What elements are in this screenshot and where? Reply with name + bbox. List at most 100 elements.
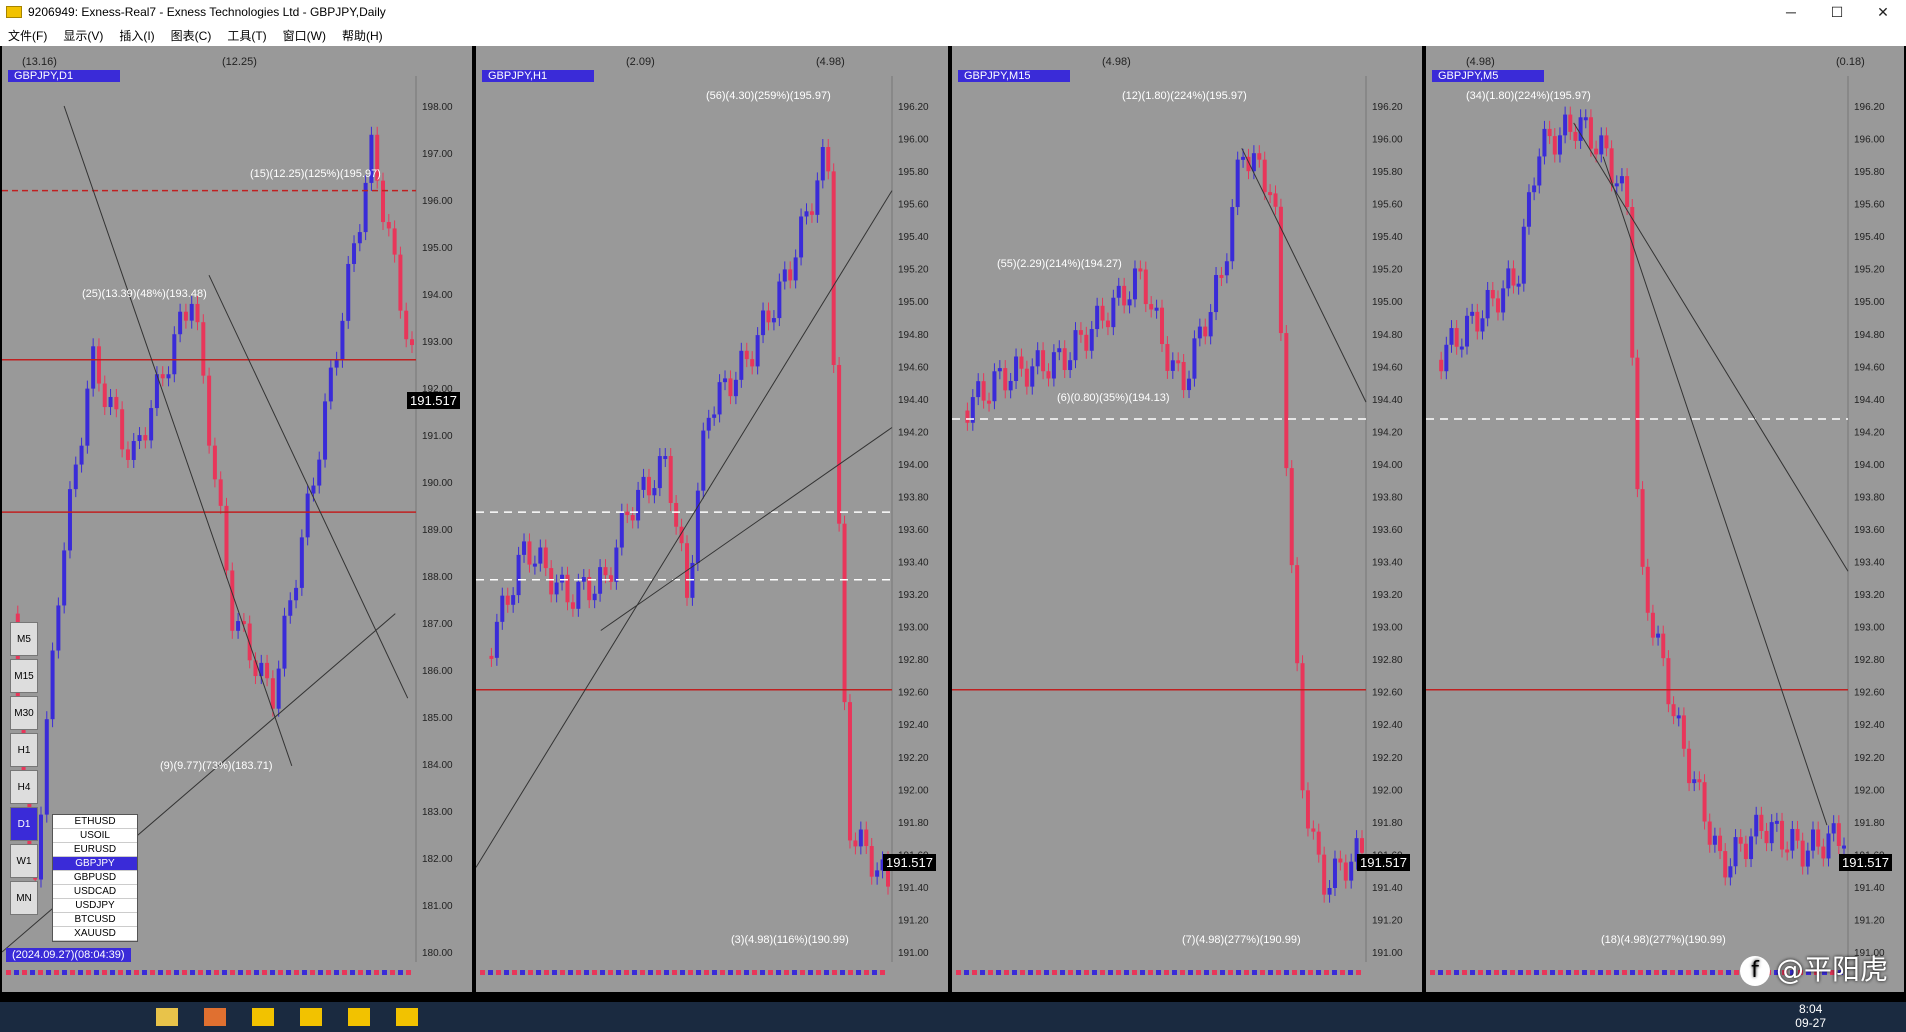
annotation: (15)(12.25)(125%)(195.97) [250, 168, 381, 180]
symbol-item[interactable]: USOIL [53, 829, 137, 843]
timeframe-mn[interactable]: MN [10, 881, 38, 915]
annotation: (34)(1.80)(224%)(195.97) [1466, 90, 1591, 102]
price-tick: 192.20 [1372, 753, 1403, 764]
price-tick: 183.00 [422, 807, 453, 818]
price-tick: 192.60 [898, 688, 929, 699]
price-tick: 192.40 [1372, 720, 1403, 731]
symbol-item[interactable]: USDJPY [53, 899, 137, 913]
pane-extra: (12.25) [222, 56, 257, 68]
terminal-icon[interactable] [252, 1008, 274, 1026]
menu-tools[interactable]: 工具(T) [227, 28, 267, 43]
menu-view[interactable]: 显示(V) [63, 28, 104, 43]
terminal-icon[interactable] [300, 1008, 322, 1026]
price-tick: 192.80 [1854, 655, 1885, 666]
taskbar: 8:04 09-27 [0, 1002, 1906, 1032]
symbol-item[interactable]: USDCAD [53, 885, 137, 899]
price-tick: 195.40 [1854, 232, 1885, 243]
price-tick: 196.00 [898, 135, 929, 146]
terminal-icon[interactable] [396, 1008, 418, 1026]
symbol-list: ETHUSD USOIL EURUSD GBPJPY GBPUSD USDCAD… [52, 814, 138, 942]
price-tick: 193.80 [1854, 492, 1885, 503]
annotation: (56)(4.30)(259%)(195.97) [706, 90, 831, 102]
price-tick: 191.80 [1854, 818, 1885, 829]
chart-pane-m15[interactable]: 196.20 196.00 195.80 195.60 195.40 195.20 195.… [952, 46, 1422, 992]
maximize-button[interactable]: ☐ [1830, 3, 1844, 20]
menu-insert[interactable]: 插入(I) [119, 28, 155, 43]
menu-window[interactable]: 窗口(W) [282, 28, 326, 43]
timeframe-m15[interactable]: M15 [10, 659, 38, 693]
price-tick: 194.00 [1372, 460, 1403, 471]
timeframe-h4[interactable]: H4 [10, 770, 38, 804]
chart-area: 198.00 197.00 196.00 195.00 194.00 193.00 192.… [0, 46, 1906, 992]
chart-pane-m5[interactable]: 196.20 196.00 195.80 195.60 195.40 195.20 195.… [1426, 46, 1904, 992]
candles-svg-h1: 196.20 196.00 195.80 195.60 195.40 195.20 195.… [476, 76, 929, 975]
minimize-button[interactable]: ─ [1786, 4, 1796, 20]
browser-icon[interactable] [204, 1008, 226, 1026]
price-tick: 198.00 [422, 102, 453, 113]
price-tick: 195.00 [1372, 297, 1403, 308]
price-tick: 194.80 [1372, 330, 1403, 341]
timeframe-w1[interactable]: W1 [10, 844, 38, 878]
price-tick: 192.20 [898, 753, 929, 764]
price-tick: 192.80 [898, 655, 929, 666]
symbol-item[interactable]: GBPUSD [53, 871, 137, 885]
price-tick: 191.20 [1854, 915, 1885, 926]
symbol-label: GBPJPY,M15 [958, 70, 1070, 82]
price-tick: 193.00 [898, 623, 929, 634]
price-tick: 192.40 [1854, 720, 1885, 731]
price-tick: 194.00 [422, 290, 453, 301]
price-tick: 194.60 [898, 362, 929, 373]
timeframe-d1[interactable]: D1 [10, 807, 38, 841]
price-tick: 193.40 [1372, 558, 1403, 569]
price-tick: 193.20 [898, 590, 929, 601]
pane-ohlc: (4.98) [1102, 56, 1131, 68]
annotation: (55)(2.29)(214%)(194.27) [997, 258, 1122, 270]
chart-pane-d1[interactable]: 198.00 197.00 196.00 195.00 194.00 193.00 192.… [2, 46, 472, 992]
symbol-item[interactable]: XAUUSD [53, 927, 137, 941]
symbol-item[interactable]: BTCUSD [53, 913, 137, 927]
price-tick: 194.00 [898, 460, 929, 471]
price-tick: 191.40 [1372, 883, 1403, 894]
price-tick: 191.20 [1372, 915, 1403, 926]
price-tick: 186.00 [422, 666, 453, 677]
price-tick: 192.60 [1372, 688, 1403, 699]
clock[interactable]: 8:04 09-27 [1795, 1002, 1826, 1030]
terminal-icon[interactable] [348, 1008, 370, 1026]
price-tick: 191.00 [422, 431, 453, 442]
price-tick: 193.20 [1854, 590, 1885, 601]
price-tick: 194.20 [898, 427, 929, 438]
pane-ohlc: (13.16) [22, 56, 57, 68]
menu-file[interactable]: 文件(F) [8, 28, 48, 43]
timeframe-h1[interactable]: H1 [10, 733, 38, 767]
symbol-item[interactable]: EURUSD [53, 843, 137, 857]
taskbar-strip [0, 992, 1906, 1002]
symbol-label: GBPJPY,H1 [482, 70, 594, 82]
candles-svg-m5: 196.20 196.00 195.80 195.60 195.40 195.20 195.… [1426, 76, 1885, 975]
price-tick: 196.00 [1372, 135, 1403, 146]
price-tick: 194.40 [898, 395, 929, 406]
price-tick: 191.00 [898, 948, 929, 959]
close-button[interactable]: ✕ [1877, 3, 1889, 20]
price-tick: 194.60 [1372, 362, 1403, 373]
price-tick: 195.60 [898, 200, 929, 211]
price-tick: 191.20 [898, 915, 929, 926]
price-tick: 195.20 [1854, 265, 1885, 276]
menu-bar: 文件(F) 显示(V) 插入(I) 图表(C) 工具(T) 窗口(W) 帮助(H… [0, 24, 1906, 47]
folder-icon[interactable] [156, 1008, 178, 1026]
timeframe-list: M5 M15 M30 H1 H4 D1 W1 MN [10, 622, 38, 918]
timeframe-m5[interactable]: M5 [10, 622, 38, 656]
clock-date: 09-27 [1795, 1016, 1826, 1030]
menu-help[interactable]: 帮助(H) [341, 28, 383, 43]
symbol-item[interactable]: ETHUSD [53, 815, 137, 829]
price-tick: 193.60 [898, 525, 929, 536]
price-tick: 191.00 [1372, 948, 1403, 959]
price-tick: 191.80 [1372, 818, 1403, 829]
menu-chart[interactable]: 图表(C) [170, 28, 212, 43]
price-tick: 194.40 [1854, 395, 1885, 406]
chart-pane-h1[interactable]: 196.20 196.00 195.80 195.60 195.40 195.20 195.… [476, 46, 948, 992]
timeframe-m30[interactable]: M30 [10, 696, 38, 730]
price-tick: 192.00 [898, 785, 929, 796]
symbol-item[interactable]: GBPJPY [53, 857, 137, 871]
price-tick: 193.40 [898, 558, 929, 569]
price-tick: 195.20 [1372, 265, 1403, 276]
